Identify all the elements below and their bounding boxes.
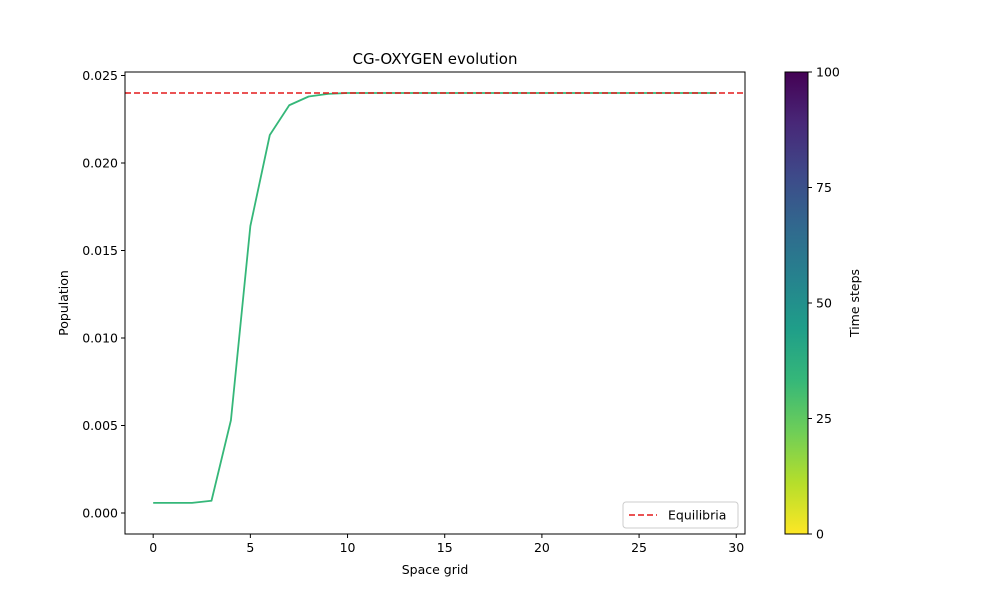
colorbar-ticks: 0 25 50 75 100 (808, 65, 840, 542)
colorbar-gradient (785, 72, 808, 534)
colorbar-tick-label: 75 (816, 180, 832, 195)
colorbar-tick-label: 50 (816, 296, 832, 311)
y-tick-label: 0.000 (82, 506, 118, 521)
x-axis-label: Space grid (402, 562, 469, 577)
plot-frame (124, 71, 746, 535)
x-tick-label: 5 (246, 540, 254, 555)
x-tick-label: 25 (631, 540, 647, 555)
y-axis-ticks: 0.000 0.005 0.010 0.015 0.020 0.025 (82, 68, 125, 521)
chart-title: CG-OXYGEN evolution (353, 50, 518, 68)
legend: Equilibria (622, 501, 739, 529)
y-tick-label: 0.015 (82, 243, 118, 258)
colorbar: 0 25 50 75 100 Time steps (784, 65, 862, 542)
y-axis-label: Population (56, 270, 71, 336)
x-tick-label: 20 (534, 540, 550, 555)
y-tick-label: 0.010 (82, 331, 118, 346)
y-tick-label: 0.005 (82, 418, 118, 433)
x-tick-label: 10 (340, 540, 356, 555)
legend-box (622, 501, 739, 529)
x-tick-label: 30 (728, 540, 744, 555)
plot-area (125, 72, 745, 534)
colorbar-label: Time steps (847, 269, 862, 338)
y-tick-label: 0.020 (82, 156, 118, 171)
x-axis-ticks: 0 5 10 15 20 25 30 (149, 534, 744, 555)
y-tick-label: 0.025 (82, 68, 118, 83)
legend-label-equilibria: Equilibria (668, 508, 726, 523)
colorbar-tick-label: 25 (816, 411, 832, 426)
colorbar-tick-label: 0 (816, 527, 824, 542)
x-tick-label: 0 (149, 540, 157, 555)
colorbar-tick-label: 100 (816, 65, 840, 80)
x-tick-label: 15 (437, 540, 453, 555)
